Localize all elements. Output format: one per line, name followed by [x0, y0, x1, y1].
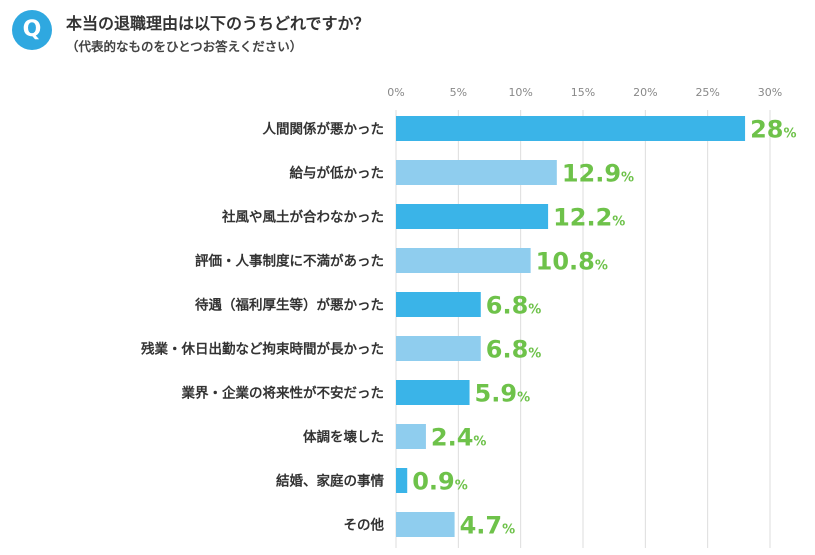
category-label: その他: [344, 517, 385, 534]
bar: [396, 512, 455, 537]
value-unit: %: [517, 391, 530, 406]
category-label: 結婚、家庭の事情: [276, 473, 384, 490]
question-title: 本当の退職理由は以下のうちどれですか？: [66, 14, 370, 33]
category-label: 待遇（福利厚生等）が悪かった: [195, 297, 384, 314]
category-label: 給与が低かった: [290, 165, 385, 182]
x-tick-label: 5%: [450, 86, 467, 99]
bar: [396, 160, 557, 185]
bar: [396, 468, 408, 493]
value-label: 12.2%: [553, 204, 625, 232]
tick-labels: 0% 5% 10% 15% 20% 25% 30%: [387, 86, 782, 99]
value-labels: 28%12.9%12.2%10.8%6.8%6.8%5.9%2.4%0.9%4.…: [412, 116, 796, 540]
bar: [396, 292, 481, 317]
value-number: 4.7: [460, 512, 503, 540]
value-label: 6.8%: [486, 336, 542, 364]
value-label: 0.9%: [412, 468, 468, 496]
value-number: 12.9: [562, 160, 621, 188]
x-tick-label: 0%: [387, 86, 404, 99]
x-tick-label: 10%: [508, 86, 532, 99]
question-badge: Q: [12, 10, 52, 50]
bar: [396, 116, 746, 141]
value-unit: %: [621, 171, 634, 186]
category-label: 残業・休日出勤など拘束時間が長かった: [141, 341, 384, 358]
bar: [396, 424, 426, 449]
value-label: 28%: [750, 116, 796, 144]
value-unit: %: [455, 479, 468, 494]
bar: [396, 248, 531, 273]
category-labels: 人間関係が悪かった給与が低かった社風や風土が合わなかった評価・人事制度に不満があ…: [141, 121, 384, 534]
value-label: 4.7%: [460, 512, 516, 540]
value-number: 12.2: [553, 204, 612, 232]
value-unit: %: [473, 435, 486, 450]
category-label: 人間関係が悪かった: [263, 121, 385, 138]
value-unit: %: [612, 215, 625, 230]
bar: [396, 336, 481, 361]
bar: [396, 380, 470, 405]
value-label: 2.4%: [431, 424, 487, 452]
bar: [396, 204, 549, 229]
value-unit: %: [595, 259, 608, 274]
x-tick-label: 30%: [758, 86, 782, 99]
value-unit: %: [528, 347, 541, 362]
category-label: 社風や風土が合わなかった: [221, 209, 384, 226]
value-number: 10.8: [536, 248, 595, 276]
value-number: 0.9: [412, 468, 455, 496]
category-label: 体調を壊した: [303, 429, 384, 446]
bars: [396, 116, 746, 537]
category-label: 業界・企業の将来性が不安だった: [181, 385, 385, 402]
value-label: 12.9%: [562, 160, 634, 188]
x-tick-label: 20%: [633, 86, 657, 99]
category-label: 評価・人事制度に不満があった: [195, 253, 384, 270]
value-number: 28: [750, 116, 783, 144]
value-label: 10.8%: [536, 248, 608, 276]
value-number: 6.8: [486, 336, 529, 364]
value-number: 6.8: [486, 292, 529, 320]
value-unit: %: [502, 523, 515, 538]
value-unit: %: [783, 127, 796, 142]
x-tick-label: 15%: [571, 86, 595, 99]
value-number: 2.4: [431, 424, 474, 452]
value-label: 5.9%: [475, 380, 531, 408]
x-tick-label: 25%: [695, 86, 719, 99]
value-unit: %: [528, 303, 541, 318]
value-label: 6.8%: [486, 292, 542, 320]
value-number: 5.9: [475, 380, 518, 408]
question-subtitle: （代表的なものをひとつお答えください）: [66, 39, 303, 54]
